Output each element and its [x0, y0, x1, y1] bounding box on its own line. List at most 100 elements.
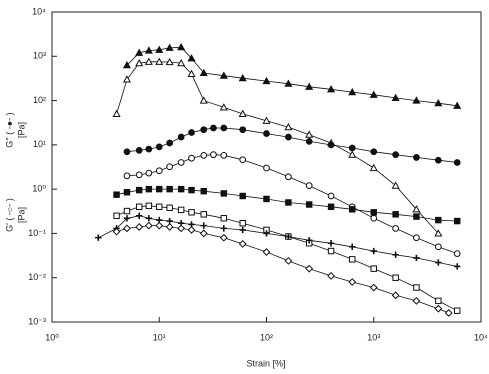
marker — [165, 57, 174, 66]
marker — [135, 212, 143, 220]
marker — [165, 223, 174, 231]
marker — [369, 90, 378, 98]
marker — [135, 48, 144, 56]
marker — [155, 143, 163, 151]
marker — [238, 73, 247, 82]
marker — [177, 133, 185, 141]
marker — [444, 309, 453, 317]
marker — [370, 214, 378, 222]
marker — [412, 96, 421, 104]
marker — [305, 130, 314, 138]
marker — [349, 206, 356, 213]
marker — [112, 109, 121, 117]
marker — [370, 247, 377, 255]
marker — [155, 167, 163, 175]
marker — [135, 171, 143, 179]
series-line — [126, 127, 458, 163]
marker — [199, 229, 208, 238]
marker — [166, 163, 174, 171]
marker — [238, 109, 247, 117]
marker — [155, 57, 164, 65]
marker — [369, 163, 378, 172]
marker — [112, 227, 121, 236]
marker — [262, 116, 271, 124]
marker — [305, 201, 313, 208]
marker — [392, 211, 399, 218]
marker — [435, 297, 442, 305]
marker — [392, 151, 400, 159]
marker — [188, 129, 195, 136]
series-line — [98, 215, 458, 267]
marker — [453, 307, 461, 314]
marker — [370, 265, 377, 272]
marker — [263, 195, 270, 203]
marker — [348, 278, 357, 286]
marker — [327, 192, 335, 200]
marker — [199, 96, 208, 104]
marker — [145, 169, 153, 177]
marker — [263, 130, 270, 137]
y-tick-label: 10⁴ — [32, 6, 46, 16]
marker — [370, 148, 378, 156]
marker — [155, 221, 164, 230]
marker — [188, 186, 195, 194]
marker — [220, 225, 228, 232]
marker — [349, 243, 356, 250]
marker — [220, 124, 228, 132]
marker — [348, 144, 356, 152]
y-axis-title: G' ( -○- ) — [4, 198, 14, 232]
marker — [349, 256, 356, 263]
x-tick-label: 10³ — [367, 332, 380, 342]
marker — [434, 156, 442, 164]
marker — [391, 93, 400, 101]
marker — [135, 203, 143, 210]
x-tick-label: 10⁰ — [45, 332, 59, 342]
marker — [113, 191, 120, 198]
marker — [285, 233, 292, 240]
marker — [113, 212, 120, 220]
marker — [166, 139, 174, 147]
marker — [391, 291, 400, 300]
series-line — [126, 154, 458, 254]
marker — [144, 221, 153, 230]
marker — [285, 133, 292, 141]
marker — [413, 284, 420, 291]
marker — [177, 159, 185, 166]
marker — [156, 185, 163, 193]
marker — [187, 69, 196, 77]
marker — [123, 224, 131, 233]
marker — [188, 209, 195, 216]
marker — [200, 187, 207, 195]
y-axis-unit: [Pa] — [16, 122, 26, 138]
x-tick-label: 10² — [260, 332, 273, 342]
y-axis-title: G'' ( -●- ) — [4, 112, 14, 147]
marker — [305, 182, 313, 190]
marker — [123, 215, 131, 222]
marker — [122, 75, 132, 83]
marker — [177, 43, 186, 51]
y-axis-unit: [Pa] — [16, 207, 26, 223]
marker — [177, 58, 186, 67]
marker — [412, 296, 421, 305]
marker — [453, 101, 462, 109]
marker — [435, 259, 442, 266]
marker — [200, 126, 208, 134]
marker — [200, 211, 207, 218]
y-tick-label: 10⁰ — [32, 184, 46, 194]
marker — [177, 185, 185, 193]
marker — [199, 68, 208, 77]
y-tick-label: 10¹ — [33, 139, 46, 149]
marker — [284, 79, 293, 87]
marker — [156, 203, 163, 210]
x-tick-label: 10¹ — [153, 332, 166, 342]
marker — [239, 126, 247, 134]
marker — [165, 43, 174, 51]
marker — [135, 186, 143, 194]
marker — [263, 164, 270, 172]
marker — [327, 85, 336, 93]
marker — [434, 243, 442, 251]
marker — [123, 172, 131, 180]
marker — [434, 99, 443, 107]
